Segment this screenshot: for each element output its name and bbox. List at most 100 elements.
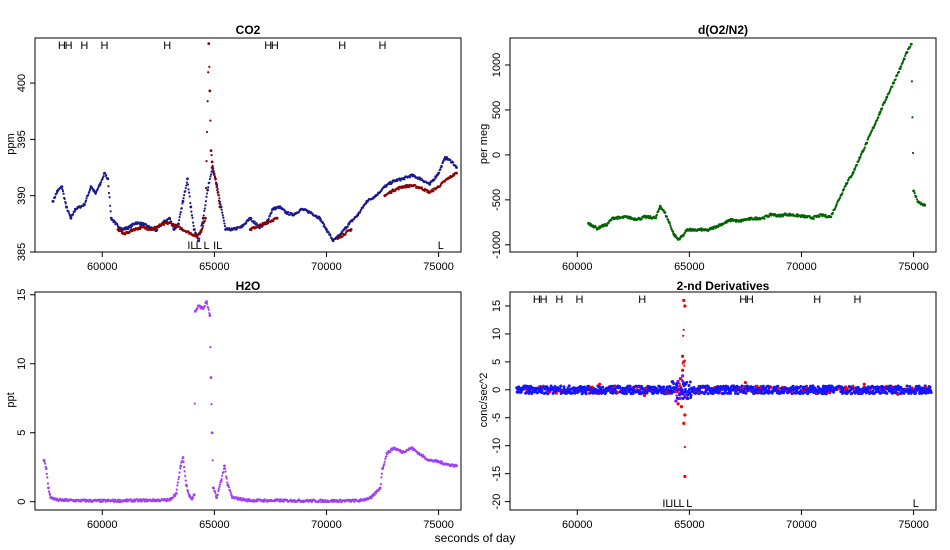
h2o-data-point bbox=[46, 476, 49, 479]
deriv-data-point bbox=[751, 385, 755, 389]
co2-data-point bbox=[204, 200, 208, 203]
o2n2-data-point bbox=[665, 215, 669, 218]
co2-data-point bbox=[211, 164, 214, 167]
co2-data-point bbox=[83, 203, 86, 206]
deriv-low-marker: L bbox=[686, 498, 692, 510]
h2o-data-point bbox=[185, 485, 189, 488]
h2o-data-point bbox=[383, 460, 386, 463]
o2n2-data-point bbox=[605, 224, 609, 227]
co2-data-point bbox=[452, 161, 455, 164]
co2-data-point bbox=[156, 228, 159, 231]
h2o-data-point bbox=[227, 486, 231, 489]
co2-data-point bbox=[200, 224, 203, 227]
deriv-data-point bbox=[776, 384, 780, 388]
h2o-data-point bbox=[47, 486, 50, 490]
o2n2-data-point bbox=[892, 81, 896, 84]
deriv-outlier-point bbox=[678, 396, 683, 400]
h2o-data-point bbox=[174, 492, 178, 495]
co2-data-point bbox=[62, 192, 65, 195]
deriv-y-tick-label: -15 bbox=[491, 466, 503, 482]
h2o-data-point bbox=[371, 494, 375, 497]
co2-data-point bbox=[223, 222, 226, 225]
o2n2-data-point bbox=[664, 211, 667, 214]
h2o-data-point bbox=[237, 496, 240, 499]
co2-data-point bbox=[209, 173, 213, 176]
o2n2-y-tick-label: -1000 bbox=[491, 231, 503, 259]
o2n2-y-label: per meg bbox=[478, 124, 490, 164]
deriv-data-point bbox=[680, 388, 684, 392]
o2n2-x-tick-label: 75000 bbox=[898, 261, 929, 273]
deriv-outlier-point bbox=[679, 404, 684, 409]
co2-data-point bbox=[109, 210, 112, 213]
co2-data-point bbox=[186, 177, 189, 181]
o2n2-data-point bbox=[767, 215, 771, 218]
o2n2-data-point bbox=[889, 87, 892, 90]
deriv-x-tick-label: 75000 bbox=[898, 519, 929, 531]
deriv-data-point bbox=[567, 384, 571, 388]
co2-data-point bbox=[181, 199, 185, 203]
deriv-outlier-point bbox=[862, 382, 866, 386]
o2n2-data-point bbox=[795, 214, 798, 218]
co2-data-point bbox=[107, 185, 110, 188]
deriv-high-marker: H bbox=[576, 294, 584, 306]
o2n2-data-point bbox=[839, 196, 842, 199]
deriv-outlier-point bbox=[676, 402, 680, 406]
co2-plot-frame bbox=[34, 37, 462, 253]
h2o-data-point bbox=[235, 496, 238, 499]
co2-data-point bbox=[253, 220, 256, 223]
o2n2-data-point bbox=[853, 168, 856, 171]
deriv-data-point bbox=[902, 391, 906, 395]
co2-data-point bbox=[235, 228, 238, 231]
deriv-data-point bbox=[869, 388, 872, 392]
h2o-data-point bbox=[222, 471, 225, 474]
co2-low-marker: IL bbox=[187, 240, 196, 252]
deriv-data-point bbox=[929, 390, 933, 394]
deriv-data-point bbox=[678, 392, 682, 396]
o2n2-data-point bbox=[876, 118, 879, 122]
deriv-data-point bbox=[675, 394, 678, 397]
h2o-data-point bbox=[377, 489, 380, 492]
co2-data-point bbox=[212, 167, 215, 170]
h2o-data-point bbox=[225, 475, 228, 478]
deriv-data-point bbox=[683, 445, 686, 449]
deriv-ticks: 60000 65000 70000 75000 -20 -15 -10 -5 0 5 10 15 bbox=[491, 300, 929, 531]
co2-data-point bbox=[329, 234, 332, 237]
co2-data-point bbox=[341, 235, 344, 238]
co2-data-point bbox=[201, 216, 205, 220]
co2-data-point bbox=[222, 219, 225, 222]
h2o-data-point bbox=[125, 500, 128, 503]
co2-data-point bbox=[267, 217, 270, 221]
co2-data-point bbox=[204, 204, 207, 207]
co2-data-point bbox=[216, 189, 219, 192]
co2-data-point bbox=[250, 228, 253, 232]
deriv-x-tick-label: 60000 bbox=[562, 519, 593, 531]
co2-y-tick-label: 400 bbox=[16, 74, 28, 92]
co2-y-tick-label: 395 bbox=[16, 130, 28, 148]
h2o-data-point bbox=[380, 472, 384, 475]
h2o-data-point bbox=[262, 498, 265, 501]
co2-data-point bbox=[445, 156, 449, 159]
deriv-data-point bbox=[688, 380, 692, 384]
co2-low-marker: L bbox=[196, 240, 202, 252]
co2-data-point bbox=[218, 197, 221, 200]
h2o-data-point bbox=[140, 500, 143, 503]
co2-ticks: 60000 65000 70000 75000 385 390 395 400 bbox=[16, 74, 454, 273]
o2n2-data-point bbox=[906, 51, 909, 54]
deriv-data-point bbox=[682, 334, 685, 337]
co2-low-marker: L bbox=[438, 240, 444, 252]
co2-data-point bbox=[376, 193, 379, 197]
co2-data-point bbox=[207, 186, 210, 189]
o2n2-data-point bbox=[896, 74, 899, 77]
o2n2-data-point bbox=[655, 213, 658, 217]
co2-data-point bbox=[203, 220, 206, 223]
h2o-y-tick-label: 15 bbox=[16, 289, 28, 301]
deriv-data-point bbox=[825, 384, 829, 388]
h2o-data-point bbox=[183, 470, 186, 473]
deriv-data-point bbox=[583, 385, 587, 389]
deriv-outlier-point bbox=[683, 474, 687, 479]
deriv-data-point bbox=[628, 384, 632, 388]
co2-data-point bbox=[64, 202, 67, 205]
deriv-data-point bbox=[616, 391, 620, 394]
deriv-data-point bbox=[681, 392, 685, 396]
deriv-outlier-point bbox=[682, 298, 686, 302]
